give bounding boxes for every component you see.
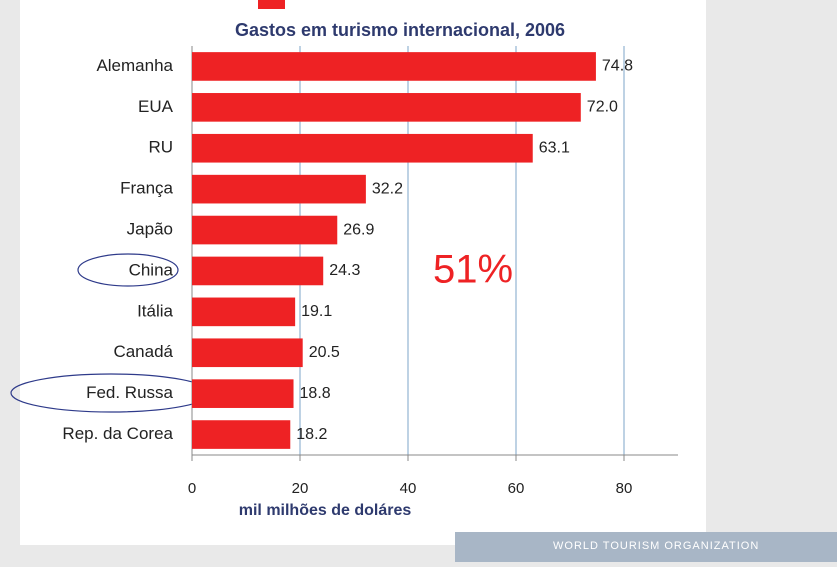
bar — [192, 379, 294, 408]
chart-panel — [20, 0, 706, 545]
value-label: 18.2 — [296, 426, 327, 443]
bar — [192, 174, 366, 204]
annotation: 51% — [433, 248, 513, 292]
bar — [192, 133, 533, 163]
value-label: 26.9 — [343, 221, 374, 238]
footer-bar — [455, 532, 837, 562]
bar — [192, 420, 291, 449]
y-tick-label: Alemanha — [96, 56, 173, 75]
bar — [192, 215, 338, 245]
y-tick-label: Fed. Russa — [86, 383, 173, 402]
value-label: 74.8 — [602, 58, 633, 75]
value-label: 20.5 — [309, 344, 340, 361]
y-tick-label: Itália — [137, 301, 173, 320]
x-tick-label: 0 — [188, 480, 196, 497]
x-axis-label: mil milhões de doláres — [239, 502, 412, 519]
value-label: 72.0 — [587, 99, 618, 116]
chart-title: Gastos em turismo internacional, 2006 — [235, 20, 565, 40]
y-tick-label: Canadá — [113, 342, 173, 361]
x-tick-label: 80 — [616, 480, 633, 497]
title-fragment — [258, 0, 285, 9]
value-label: 32.2 — [372, 180, 403, 197]
footer-text: WORLD TOURISM ORGANIZATION — [553, 540, 759, 552]
plot: 0 20 40 60 80 Alemanha 74.8 EUA 72.0 RU 63.1 França… — [62, 46, 678, 497]
y-tick-label: Japão — [127, 220, 173, 239]
bar — [192, 297, 296, 327]
bar — [192, 52, 596, 81]
value-label: 24.3 — [329, 262, 360, 279]
y-tick-label: China — [129, 260, 174, 279]
y-tick-label: França — [120, 179, 173, 198]
bar — [192, 256, 324, 286]
y-tick-label: Rep. da Corea — [62, 424, 173, 443]
x-tick-label: 40 — [400, 480, 417, 497]
x-tick-label: 20 — [292, 480, 309, 497]
y-tick-label: RU — [148, 138, 173, 157]
y-tick-label: EUA — [138, 97, 174, 116]
value-label: 19.1 — [301, 303, 332, 320]
x-tick-label: 60 — [508, 480, 525, 497]
value-label: 18.8 — [300, 385, 331, 402]
bar — [192, 338, 303, 368]
value-label: 63.1 — [539, 139, 570, 156]
bar — [192, 93, 581, 122]
highlight-ellipse — [77, 253, 179, 287]
